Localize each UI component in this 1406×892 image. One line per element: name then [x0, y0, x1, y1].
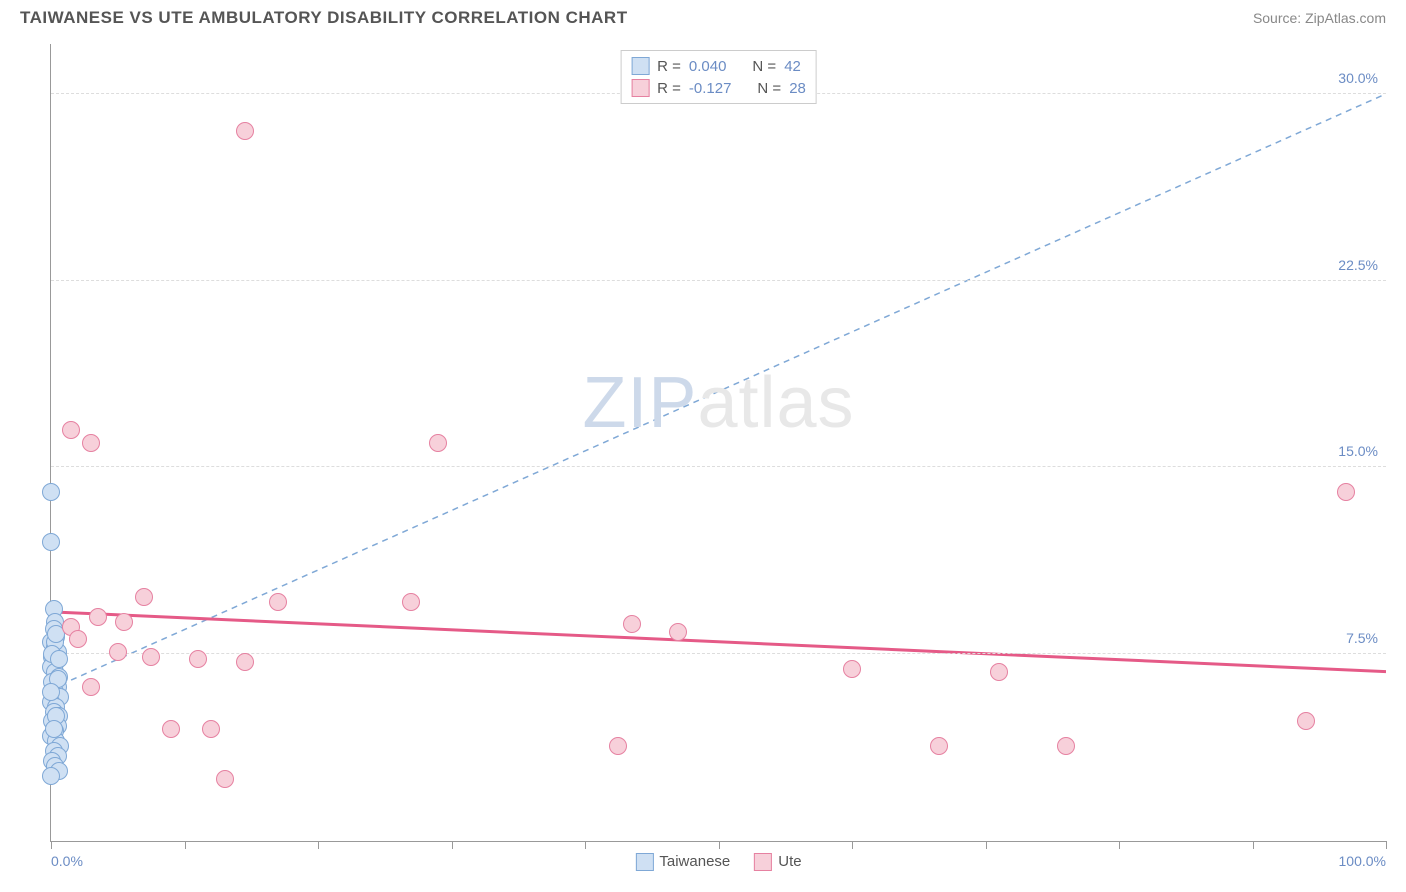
grid-line: [51, 466, 1386, 467]
legend-swatch: [631, 57, 649, 75]
legend-swatch: [635, 853, 653, 871]
x-tick: [185, 841, 186, 849]
data-point: [135, 588, 153, 606]
watermark-zip: ZIP: [582, 363, 697, 443]
series-legend: Taiwanese Ute: [635, 853, 801, 871]
legend-swatch: [631, 79, 649, 97]
x-tick: [452, 841, 453, 849]
grid-line: [51, 653, 1386, 654]
data-point: [42, 683, 60, 701]
header: TAIWANESE VS UTE AMBULATORY DISABILITY C…: [0, 0, 1406, 32]
n-value: 42: [784, 58, 801, 75]
n-label: N =: [752, 58, 776, 75]
y-tick-label: 7.5%: [1346, 630, 1378, 646]
data-point: [236, 653, 254, 671]
x-tick: [318, 841, 319, 849]
data-point: [623, 615, 641, 633]
data-point: [202, 720, 220, 738]
plot-area: Ambulatory Disability ZIPatlas R =0.040N…: [50, 44, 1386, 842]
data-point: [162, 720, 180, 738]
data-point: [42, 767, 60, 785]
trend-lines: [51, 44, 1386, 841]
x-tick: [1253, 841, 1254, 849]
x-tick: [585, 841, 586, 849]
data-point: [1057, 737, 1075, 755]
chart-title: TAIWANESE VS UTE AMBULATORY DISABILITY C…: [20, 8, 628, 28]
data-point: [45, 720, 63, 738]
data-point: [990, 663, 1008, 681]
data-point: [609, 737, 627, 755]
x-tick: [986, 841, 987, 849]
legend-item: Taiwanese: [635, 853, 730, 871]
trend-line: [51, 94, 1386, 689]
source-link[interactable]: ZipAtlas.com: [1305, 10, 1386, 26]
r-label: R =: [657, 80, 681, 97]
data-point: [42, 483, 60, 501]
y-tick-label: 22.5%: [1338, 257, 1378, 273]
data-point: [1337, 483, 1355, 501]
source-prefix: Source:: [1253, 10, 1305, 26]
x-tick: [1386, 841, 1387, 849]
n-label: N =: [757, 80, 781, 97]
watermark: ZIPatlas: [582, 362, 854, 444]
data-point: [269, 593, 287, 611]
source-attribution: Source: ZipAtlas.com: [1253, 10, 1386, 26]
data-point: [1297, 712, 1315, 730]
x-tick-label: 0.0%: [51, 853, 83, 869]
data-point: [236, 122, 254, 140]
legend-row: R = -0.127 N = 28: [631, 77, 806, 99]
legend-item: Ute: [754, 853, 801, 871]
n-value: 28: [789, 80, 806, 97]
y-tick-label: 30.0%: [1338, 70, 1378, 86]
scatter-plot: ZIPatlas R =0.040N =42R =-0.127N =28 Tai…: [50, 44, 1386, 842]
data-point: [89, 608, 107, 626]
data-point: [843, 660, 861, 678]
data-point: [142, 648, 160, 666]
data-point: [82, 434, 100, 452]
r-value: -0.127: [689, 80, 732, 97]
grid-line: [51, 280, 1386, 281]
data-point: [69, 630, 87, 648]
x-tick: [1119, 841, 1120, 849]
data-point: [930, 737, 948, 755]
legend-label: Taiwanese: [659, 853, 730, 870]
data-point: [189, 650, 207, 668]
x-tick: [852, 841, 853, 849]
r-value: 0.040: [689, 58, 727, 75]
r-label: R =: [657, 58, 681, 75]
data-point: [115, 613, 133, 631]
data-point: [402, 593, 420, 611]
watermark-atlas: atlas: [697, 363, 854, 443]
data-point: [216, 770, 234, 788]
x-tick: [719, 841, 720, 849]
correlation-legend: R =0.040N =42R =-0.127N =28: [620, 50, 817, 104]
x-tick: [51, 841, 52, 849]
data-point: [82, 678, 100, 696]
data-point: [50, 650, 68, 668]
legend-swatch: [754, 853, 772, 871]
data-point: [109, 643, 127, 661]
legend-label: Ute: [778, 853, 801, 870]
y-tick-label: 15.0%: [1338, 443, 1378, 459]
data-point: [42, 533, 60, 551]
data-point: [62, 421, 80, 439]
data-point: [669, 623, 687, 641]
x-tick-label: 100.0%: [1339, 853, 1386, 869]
data-point: [429, 434, 447, 452]
legend-row: R = 0.040 N = 42: [631, 55, 806, 77]
